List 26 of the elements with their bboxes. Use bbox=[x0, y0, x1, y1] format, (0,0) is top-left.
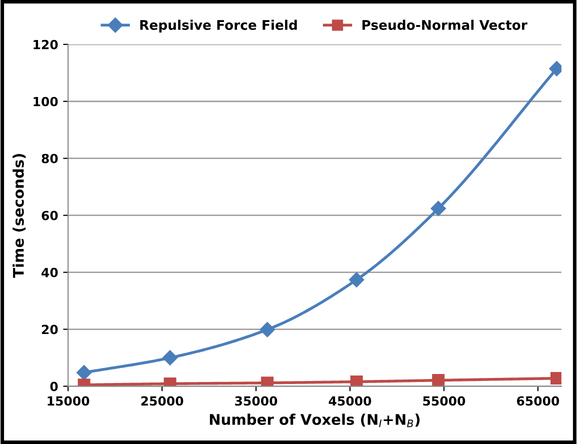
x-tick-label: 65000 bbox=[516, 396, 560, 406]
y-tick-label: 100 bbox=[34, 96, 58, 106]
point bbox=[76, 365, 92, 380]
x-tick-label: 55000 bbox=[423, 396, 466, 406]
point bbox=[260, 322, 275, 338]
point bbox=[261, 376, 274, 386]
legend-label: Pseudo-Normal Vector bbox=[362, 20, 528, 30]
y-tick-label: 60 bbox=[42, 210, 58, 220]
point bbox=[350, 375, 363, 386]
point bbox=[432, 374, 445, 386]
x-tick-label: 35000 bbox=[235, 396, 278, 406]
legend-label: Repulsive Force Field bbox=[140, 20, 297, 33]
y-tick-label: 20 bbox=[42, 324, 58, 334]
y-tick-label: 80 bbox=[42, 154, 58, 164]
x-tick-label: 45000 bbox=[328, 396, 372, 406]
x-tick-label: 15000 bbox=[48, 396, 90, 406]
y-tick-label: 120 bbox=[34, 40, 58, 50]
point bbox=[349, 272, 364, 288]
x-axis-title: Number of Voxels (N$_{I}$+N$_{B}$) bbox=[210, 414, 420, 428]
y-axis-title: Time (seconds) bbox=[12, 154, 26, 278]
x-tick-label: 25000 bbox=[141, 396, 184, 406]
point bbox=[430, 200, 446, 216]
point bbox=[162, 350, 178, 366]
y-tick-label: 0 bbox=[50, 382, 58, 392]
y-tick-label: 40 bbox=[42, 268, 58, 278]
point bbox=[550, 372, 562, 385]
